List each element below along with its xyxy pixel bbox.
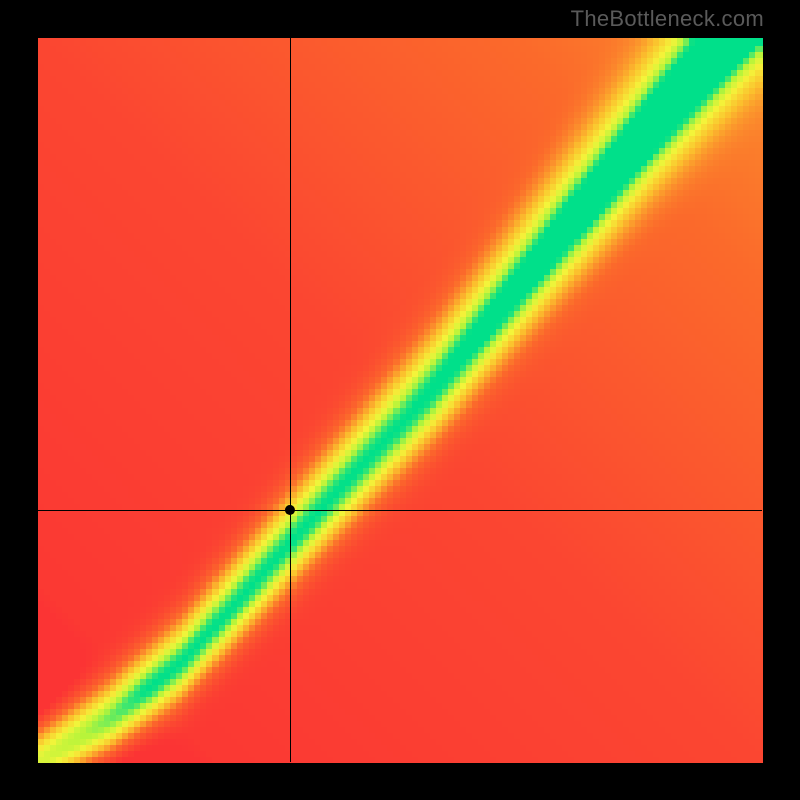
bottleneck-heatmap: [0, 0, 800, 800]
watermark-text: TheBottleneck.com: [571, 6, 764, 32]
chart-container: TheBottleneck.com: [0, 0, 800, 800]
